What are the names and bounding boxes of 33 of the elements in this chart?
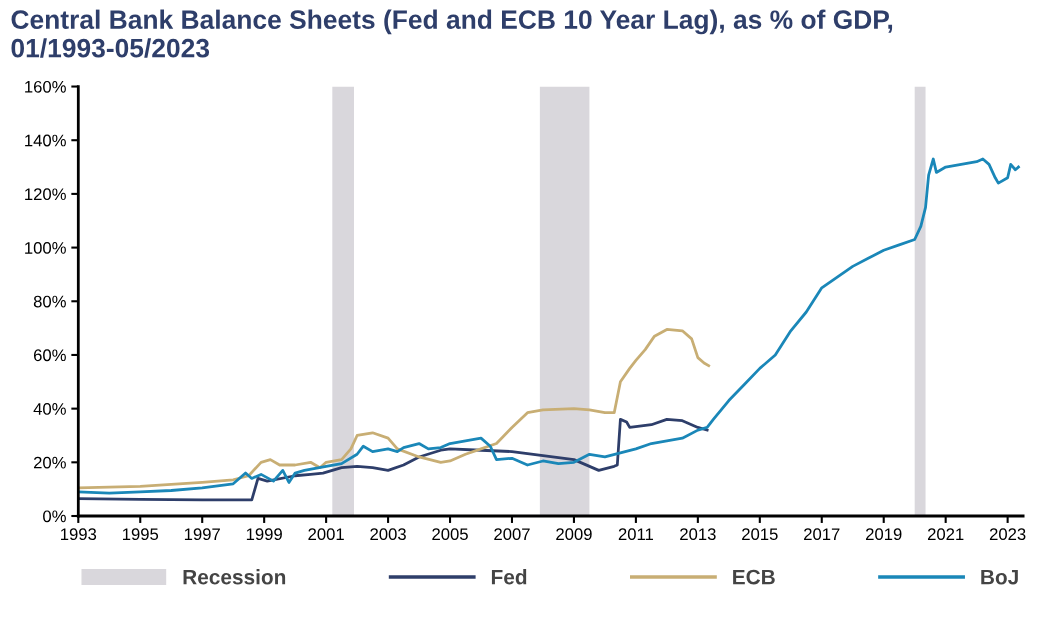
x-tick-label: 2021 [927,528,964,541]
y-tick-label: 120% [25,188,66,201]
line-series [78,417,709,502]
x-tick-label: 1995 [122,528,159,541]
x-tick-label: 1999 [246,528,282,541]
x-tick-label: 2005 [432,528,468,541]
x-tick-label: 2003 [370,528,406,541]
x-tick-label: 1993 [61,528,97,541]
legend-label: BoJ [981,569,1018,585]
y-tick-label: 100% [25,241,66,254]
y-tick-label: 20% [33,456,66,469]
chart-title: Central Bank Balance Sheets (Fed and ECB 10 Year Lag), as % of GDP, 01/1993-05/2023 [11,9,893,58]
line-series [78,328,711,490]
legend-label: Fed [491,569,527,585]
y-tick-label: 0% [43,510,66,523]
legend-label: Recession [183,569,286,585]
x-tick-label: 2001 [308,528,344,541]
x-tick-label: 2011 [618,528,654,541]
x-tick-label: 2019 [866,528,902,541]
y-tick-label: 140% [25,134,66,147]
y-tick-label: 60% [33,349,66,362]
y-tick-label: 80% [33,295,66,308]
x-tick-label: 1997 [184,528,220,541]
legend-label: ECB [733,569,775,585]
x-tick-label: 2009 [556,528,592,541]
x-tick-label: 2013 [680,528,716,541]
y-tick-label: 40% [33,403,66,415]
line-series [78,157,1020,495]
x-tick-label: 2017 [804,528,840,541]
y-tick-label: 160% [25,80,66,93]
x-tick-label: 2015 [742,528,778,541]
x-tick-label: 2007 [494,528,530,541]
x-tick-label: 2023 [989,528,1026,541]
